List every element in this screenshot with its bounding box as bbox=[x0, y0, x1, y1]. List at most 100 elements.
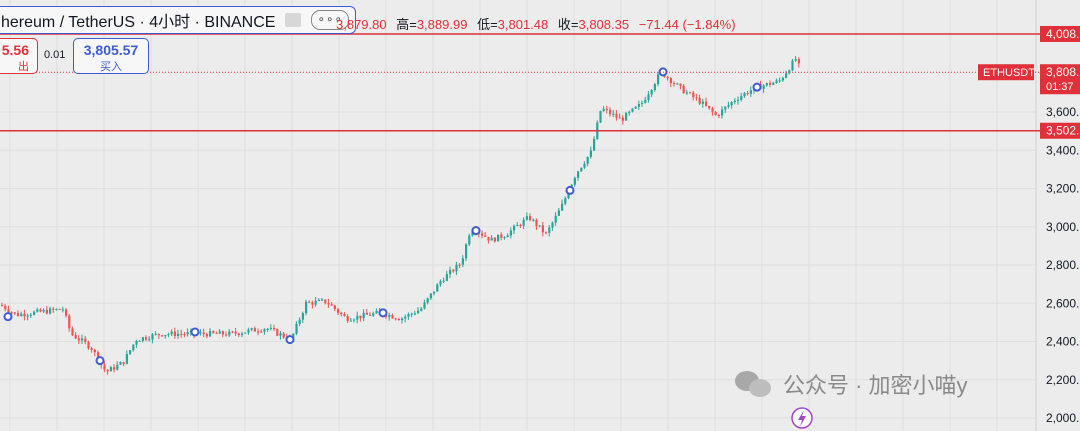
candle-body bbox=[762, 85, 765, 89]
candle-body bbox=[29, 314, 32, 316]
candle-body bbox=[631, 108, 634, 112]
candle-body bbox=[391, 314, 394, 319]
trade-marker-icon[interactable] bbox=[378, 308, 388, 318]
candle-body bbox=[177, 333, 180, 337]
candle-body bbox=[676, 83, 679, 85]
buy-button[interactable]: 3,805.57 买入 bbox=[73, 38, 149, 74]
symbol-badge: ETHUSDT bbox=[983, 67, 1035, 79]
resistance-price-label: 4,008. bbox=[1046, 27, 1079, 41]
ohlc-high-value: 3,889.99 bbox=[416, 17, 468, 32]
candle-body bbox=[1, 305, 4, 307]
candle-body bbox=[269, 328, 272, 330]
sell-button[interactable]: 5.56 出 bbox=[0, 38, 38, 74]
candle-body bbox=[266, 328, 269, 330]
candle-body bbox=[711, 108, 714, 113]
candle-body bbox=[746, 93, 749, 95]
candle-body bbox=[375, 310, 378, 314]
trade-marker-icon[interactable] bbox=[190, 327, 200, 337]
candle-body bbox=[218, 331, 221, 334]
trade-marker-icon[interactable] bbox=[752, 82, 762, 92]
candle-body bbox=[186, 332, 189, 335]
candle-body bbox=[202, 332, 205, 335]
candle-body bbox=[234, 331, 237, 334]
candle-body bbox=[778, 80, 781, 82]
trade-marker-icon[interactable] bbox=[285, 335, 295, 345]
candle-body bbox=[365, 312, 368, 315]
candle-body bbox=[68, 315, 71, 329]
visibility-icon[interactable] bbox=[285, 13, 302, 27]
candle-body bbox=[708, 105, 711, 109]
more-options-icon[interactable]: ∘∘∘ bbox=[311, 10, 350, 30]
candle-body bbox=[513, 225, 516, 231]
candle-body bbox=[295, 323, 298, 334]
candle-body bbox=[589, 150, 592, 157]
price-tick-label: 3,600. bbox=[1046, 105, 1079, 119]
candle-body bbox=[404, 316, 407, 319]
candle-body bbox=[545, 232, 548, 234]
trade-marker-icon[interactable] bbox=[471, 226, 481, 236]
candle-body bbox=[225, 334, 228, 336]
candle-body bbox=[644, 99, 647, 103]
candle-body bbox=[426, 298, 429, 303]
candle-body bbox=[33, 311, 36, 315]
symbol-title[interactable]: hereum / TetherUS · 4小时 · BINANCE bbox=[1, 14, 276, 31]
candle-body bbox=[727, 105, 730, 107]
candle-body bbox=[103, 364, 106, 370]
candle-body bbox=[577, 171, 580, 178]
candle-body bbox=[673, 83, 676, 85]
candle-body bbox=[327, 302, 330, 305]
candle-body bbox=[765, 82, 768, 86]
candle-body bbox=[692, 92, 695, 98]
candle-body bbox=[257, 331, 260, 333]
candle-body bbox=[487, 236, 490, 241]
candle-body bbox=[84, 338, 87, 342]
support-price-label: 3,502. bbox=[1046, 124, 1079, 138]
trade-marker-icon[interactable] bbox=[95, 356, 105, 366]
candle-body bbox=[641, 102, 644, 105]
candle-body bbox=[705, 101, 708, 106]
price-tick-label: 3,200. bbox=[1046, 182, 1079, 196]
candle-body bbox=[337, 309, 340, 313]
candle-body bbox=[564, 198, 567, 204]
candle-body bbox=[52, 308, 55, 310]
candle-body bbox=[164, 334, 167, 337]
candle-body bbox=[775, 80, 778, 83]
candle-body bbox=[458, 264, 461, 266]
candle-body bbox=[401, 318, 404, 321]
candle-body bbox=[109, 367, 112, 372]
ohlc-low-value: 3,801.48 bbox=[497, 17, 549, 32]
price-tick-label: 3,400. bbox=[1046, 143, 1079, 157]
symbol-legend[interactable]: hereum / TetherUS · 4小时 · BINANCE ∘∘∘ bbox=[0, 6, 357, 34]
candle-body bbox=[343, 314, 346, 317]
candle-body bbox=[273, 328, 276, 330]
candle-body bbox=[388, 314, 391, 317]
candle-body bbox=[333, 305, 336, 310]
candle-body bbox=[49, 308, 52, 314]
candle-body bbox=[237, 333, 240, 335]
trade-marker-icon[interactable] bbox=[3, 312, 13, 322]
candle-body bbox=[276, 329, 279, 336]
candle-body bbox=[730, 102, 733, 106]
candle-body bbox=[13, 312, 16, 314]
candle-body bbox=[356, 315, 359, 320]
candle-body bbox=[413, 313, 416, 315]
candle-body bbox=[647, 94, 650, 100]
buy-price: 3,805.57 bbox=[83, 42, 139, 58]
trade-marker-icon[interactable] bbox=[565, 185, 575, 195]
candle-body bbox=[593, 138, 596, 151]
candle-body bbox=[308, 301, 311, 303]
candle-body bbox=[311, 302, 314, 305]
candle-body bbox=[250, 328, 253, 330]
candle-body bbox=[55, 308, 58, 310]
sell-price: 5.56 bbox=[1, 42, 29, 58]
candle-body bbox=[369, 314, 372, 316]
candle-body bbox=[666, 76, 669, 79]
candle-body bbox=[538, 225, 541, 227]
candle-body bbox=[535, 219, 538, 227]
candle-body bbox=[567, 192, 570, 199]
candle-body bbox=[138, 340, 141, 342]
candle-body bbox=[279, 333, 282, 336]
price-tick-label: 2,400. bbox=[1046, 335, 1079, 349]
candle-body bbox=[689, 92, 692, 94]
